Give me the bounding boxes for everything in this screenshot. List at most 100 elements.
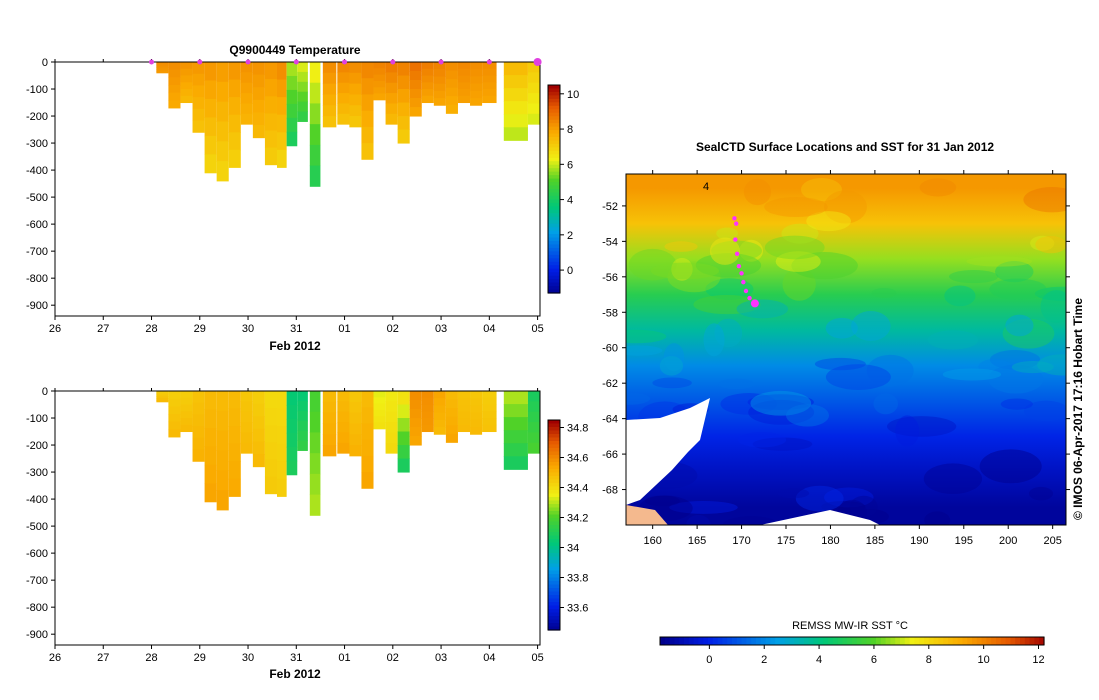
colorbar-swatch xyxy=(548,137,560,142)
colorbar-swatch xyxy=(548,244,560,249)
profile-bar xyxy=(361,407,374,424)
y-tick-label: -200 xyxy=(26,111,48,123)
sst-colorbar-swatch xyxy=(876,637,882,645)
profile-bar xyxy=(180,62,193,70)
profile-bar xyxy=(527,401,540,413)
colorbar-swatch xyxy=(548,189,560,194)
sst-colorbar-swatch xyxy=(693,637,699,645)
sst-colorbar: 0 2 4 6 8 10 12 xyxy=(659,636,1045,666)
profile-bar xyxy=(503,430,528,444)
profile-bar xyxy=(228,132,241,151)
colorbar-frame xyxy=(547,419,561,631)
profile-bar xyxy=(397,62,410,77)
profile-bar xyxy=(397,75,410,90)
sst-colorbar-tick-label: 0 xyxy=(706,654,712,666)
track-point xyxy=(741,279,746,285)
profile-bar xyxy=(503,456,528,470)
profile-bar xyxy=(433,391,446,399)
sst-patch xyxy=(695,253,762,278)
profile-bar xyxy=(156,65,169,68)
profile-bar xyxy=(252,391,265,405)
colorbar-swatch xyxy=(548,88,560,93)
sst-patch xyxy=(1023,400,1066,422)
profile-bar xyxy=(373,422,386,430)
profile-bar xyxy=(361,126,374,144)
profile-bar xyxy=(349,94,362,106)
profile-bar xyxy=(297,391,308,402)
profile-bar xyxy=(361,391,374,408)
profile-bar xyxy=(385,391,398,402)
sst-patch xyxy=(849,495,878,518)
sst-colorbar-swatch xyxy=(880,637,887,645)
sst-colorbar-swatch xyxy=(1034,637,1040,645)
x-tick-label: 27 xyxy=(97,323,109,335)
lon-tick-label: 160 xyxy=(643,535,661,547)
profile-bar xyxy=(409,107,422,117)
profile-bar xyxy=(337,422,351,433)
colorbar-swatch xyxy=(548,216,560,221)
y-tick-label: -900 xyxy=(26,629,48,641)
profile-bar xyxy=(409,391,422,401)
sst-patch xyxy=(966,256,1033,267)
profile-bar xyxy=(361,78,374,95)
x-tick-label: 05 xyxy=(531,323,543,335)
profile-bar xyxy=(373,68,386,76)
temperature-title: Q9900449 Temperature xyxy=(229,43,361,57)
y-tick-label: -600 xyxy=(26,548,48,560)
profile-bar xyxy=(180,424,193,433)
map-lat-axis: -52 -54 -56 -58 -60 -62 -64 -66 -68 xyxy=(602,201,1070,497)
lon-tick-label: 190 xyxy=(910,535,928,547)
profile-bar xyxy=(482,391,497,399)
profile-bar xyxy=(482,424,497,433)
sst-patch xyxy=(1030,235,1055,251)
profile-bar xyxy=(373,62,386,69)
colorbar-swatch xyxy=(548,476,560,481)
profile-bar xyxy=(337,82,351,94)
profile-bar xyxy=(286,418,298,434)
colorbar-swatch xyxy=(548,553,560,558)
profile-bar xyxy=(286,131,298,147)
colorbar-swatch xyxy=(548,209,560,214)
profile-bar xyxy=(309,124,321,146)
sst-colorbar-tick-label: 10 xyxy=(978,654,990,666)
track-point xyxy=(736,263,742,269)
colorbar-swatch xyxy=(548,199,560,204)
lon-tick-label: 175 xyxy=(777,535,795,547)
profile-bar xyxy=(276,391,287,410)
colorbar-swatch xyxy=(548,430,560,435)
profile-bar xyxy=(204,483,217,503)
colorbar-swatch xyxy=(548,444,560,449)
profile-bar xyxy=(309,453,321,475)
profile-bar xyxy=(180,397,193,406)
profile-bar xyxy=(482,68,497,77)
sst-colorbar-swatch xyxy=(818,637,824,645)
profile-bar xyxy=(168,69,181,78)
sst-colorbar-frame xyxy=(659,636,1045,646)
profile-bar xyxy=(470,398,483,406)
y-tick-label: -700 xyxy=(26,246,48,258)
colorbar-swatch xyxy=(548,434,560,439)
sst-patch xyxy=(718,378,755,390)
sst-texture xyxy=(626,177,1066,525)
profile-bar xyxy=(276,478,287,497)
colorbar-swatch xyxy=(548,185,560,190)
profile-bar xyxy=(527,113,540,125)
profile-bar xyxy=(445,425,458,435)
profile-bar xyxy=(204,446,217,466)
profile-bar xyxy=(445,62,458,72)
profile-bar xyxy=(385,442,398,454)
profile-bar xyxy=(204,135,217,155)
profile-bar xyxy=(385,401,398,413)
profile-bar xyxy=(361,62,374,79)
sst-colorbar-swatch xyxy=(1010,637,1016,645)
colorbar-swatch xyxy=(548,518,560,523)
ice-shelf xyxy=(760,510,880,525)
colorbar-swatch xyxy=(548,619,560,624)
profile-bar xyxy=(503,114,528,128)
profile-bar xyxy=(297,62,308,73)
profile-bar xyxy=(309,494,321,516)
sst-patch xyxy=(777,488,810,499)
colorbar-swatch xyxy=(548,626,560,631)
lon-tick-label: 170 xyxy=(732,535,750,547)
sst-field xyxy=(626,174,1066,525)
